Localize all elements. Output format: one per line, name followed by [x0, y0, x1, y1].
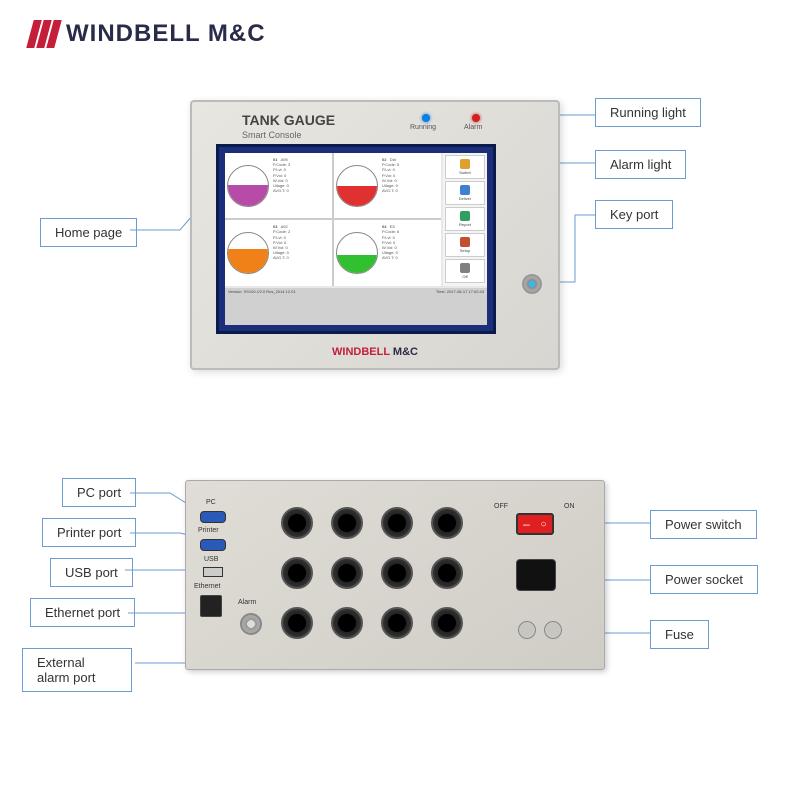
usb-port[interactable] — [203, 567, 223, 577]
cable-gland — [381, 507, 413, 539]
printer-serial-port[interactable] — [200, 539, 226, 551]
callout-usb-port: USB port — [50, 558, 133, 587]
key-port-icon[interactable] — [522, 274, 542, 294]
cable-gland — [431, 557, 463, 589]
tank-info: 02 DI# P.Code: 5P.Lvl: 0P.Vol: 0W.Vol: 0… — [380, 155, 439, 216]
brand-logo: WINDBELL M&C — [30, 20, 266, 48]
console-subtitle: Smart Console — [242, 130, 302, 140]
cable-gland — [281, 557, 313, 589]
tank-gauge-icon — [336, 232, 378, 274]
screen-sidebar: SwitchDeliverReportSetupOff — [443, 153, 487, 286]
tank-cell[interactable]: 03 A92 P.Code: 2P.Lvl: 0P.Vol: 0W.Vol: 0… — [225, 220, 332, 285]
callout-running-light: Running light — [595, 98, 701, 127]
tank-info: 04 E5 P.Code: 6P.Lvl: 0P.Vol: 0W.Vol: 0U… — [380, 222, 439, 283]
cable-gland — [281, 507, 313, 539]
pc-label: PC — [206, 499, 216, 506]
front-console: TANK GAUGE Smart Console Running Alarm 0… — [190, 100, 560, 370]
alarm-led-icon — [472, 114, 480, 122]
footer-time: Time: 2017-08-17 17:02:43 — [436, 289, 484, 325]
printer-label: Printer — [198, 527, 219, 534]
callout-home-page: Home page — [40, 218, 137, 247]
external-alarm-port[interactable] — [240, 613, 262, 635]
cable-gland — [281, 607, 313, 639]
tank-gauge-icon — [336, 165, 378, 207]
tank-info: 01 A95 P.Code: 3P.Lvl: 0P.Vol: 0W.Vol: 0… — [271, 155, 330, 216]
callout-power-socket: Power socket — [650, 565, 758, 594]
footer-version: Version: SS100-V2.0 Rus_2014.12.01 — [228, 289, 296, 325]
screen-footer: Version: SS100-V2.0 Rus_2014.12.01 Time:… — [225, 288, 487, 326]
ethernet-port[interactable] — [200, 595, 222, 617]
cable-gland — [331, 607, 363, 639]
tank-gauge-icon — [227, 232, 269, 274]
screen-sidebar-button[interactable]: Off — [445, 259, 485, 283]
touchscreen[interactable]: 01 A95 P.Code: 3P.Lvl: 0P.Vol: 0W.Vol: 0… — [216, 144, 496, 334]
callout-printer-port: Printer port — [42, 518, 136, 547]
back-panel: PC Printer USB Ethernet Alarm OFF ON — [185, 480, 605, 670]
off-label: OFF — [494, 503, 508, 510]
cable-gland — [431, 607, 463, 639]
tank-cell[interactable]: 04 E5 P.Code: 6P.Lvl: 0P.Vol: 0W.Vol: 0U… — [334, 220, 441, 285]
screen-sidebar-button[interactable]: Setup — [445, 233, 485, 257]
tank-cell[interactable]: 01 A95 P.Code: 3P.Lvl: 0P.Vol: 0W.Vol: 0… — [225, 153, 332, 218]
callout-fuse: Fuse — [650, 620, 709, 649]
alarm-led-label: Alarm — [464, 124, 482, 131]
running-led-label: Running — [410, 124, 436, 131]
callout-ethernet-port: Ethernet port — [30, 598, 135, 627]
console-title: TANK GAUGE — [242, 112, 335, 128]
tank-info: 03 A92 P.Code: 2P.Lvl: 0P.Vol: 0W.Vol: 0… — [271, 222, 330, 283]
cable-gland — [381, 557, 413, 589]
alarm-label: Alarm — [238, 599, 256, 606]
fuse-holder-2[interactable] — [544, 621, 562, 639]
fuse-holder-1[interactable] — [518, 621, 536, 639]
tank-cell[interactable]: 02 DI# P.Code: 5P.Lvl: 0P.Vol: 0W.Vol: 0… — [334, 153, 441, 218]
cable-gland — [381, 607, 413, 639]
tank-gauge-icon — [227, 165, 269, 207]
usb-label: USB — [204, 556, 218, 563]
logo-bars-icon — [30, 20, 58, 48]
on-label: ON — [564, 503, 575, 510]
tanks-grid: 01 A95 P.Code: 3P.Lvl: 0P.Vol: 0W.Vol: 0… — [225, 153, 441, 286]
callout-power-switch: Power switch — [650, 510, 757, 539]
running-led-icon — [422, 114, 430, 122]
ethernet-label: Ethernet — [194, 583, 220, 590]
callout-alarm-light: Alarm light — [595, 150, 686, 179]
callout-external-alarm: External alarm port — [22, 648, 132, 692]
callout-pc-port: PC port — [62, 478, 136, 507]
cable-gland — [331, 557, 363, 589]
power-socket[interactable] — [516, 559, 556, 591]
callout-key-port: Key port — [595, 200, 673, 229]
cable-gland — [431, 507, 463, 539]
pc-serial-port[interactable] — [200, 511, 226, 523]
console-brand-footer: WINDBELL M&C — [192, 346, 558, 358]
power-switch[interactable] — [516, 513, 554, 535]
brand-name: WINDBELL M&C — [66, 20, 266, 48]
cable-gland — [331, 507, 363, 539]
screen-sidebar-button[interactable]: Switch — [445, 155, 485, 179]
screen-sidebar-button[interactable]: Report — [445, 207, 485, 231]
screen-sidebar-button[interactable]: Deliver — [445, 181, 485, 205]
